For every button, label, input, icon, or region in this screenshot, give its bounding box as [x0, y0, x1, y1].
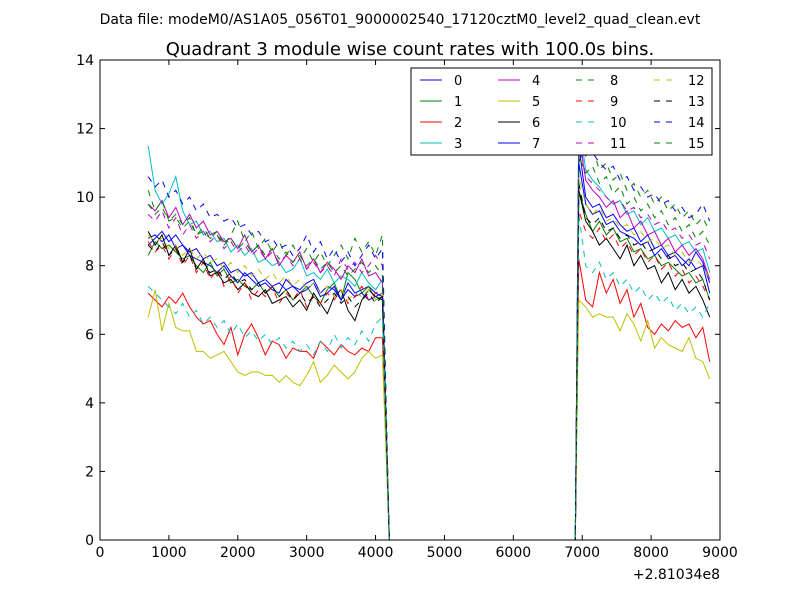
legend-label-8: 8	[610, 74, 618, 89]
legend-label-3: 3	[454, 137, 462, 152]
series-line-2	[147, 258, 711, 540]
series-line-6	[147, 190, 711, 540]
series-lines	[147, 121, 711, 540]
x-tick-label: 6000	[496, 545, 532, 561]
series-line-14	[147, 141, 711, 540]
plot-area-frame	[99, 59, 721, 541]
x-tick-label: 5000	[427, 545, 463, 561]
series-line-4	[147, 135, 711, 540]
legend-label-0: 0	[454, 74, 462, 89]
x-tick-label: 9000	[702, 545, 738, 561]
x-tick-label: 4000	[358, 545, 394, 561]
legend-label-7: 7	[532, 137, 540, 152]
y-tick-label: 4	[85, 396, 94, 412]
legend-label-10: 10	[610, 116, 627, 131]
y-tick-label: 6	[85, 327, 94, 343]
x-tick-label: 0	[96, 545, 105, 561]
series-line-7	[147, 162, 711, 540]
legend-frame	[410, 67, 713, 156]
legend-label-11: 11	[610, 137, 627, 152]
legend-label-9: 9	[610, 95, 618, 110]
x-tick-label: 3000	[289, 545, 325, 561]
legend-label-6: 6	[532, 116, 540, 131]
series-line-12	[147, 176, 711, 540]
y-tick-label: 2	[85, 464, 94, 480]
y-tick-label: 0	[85, 533, 94, 549]
x-tick-label: 1000	[151, 545, 187, 561]
x-tick-label: 8000	[633, 545, 669, 561]
series-line-13	[147, 183, 711, 540]
series-line-0	[147, 145, 711, 540]
chart-title: Quadrant 3 module wise count rates with …	[166, 39, 655, 60]
legend-label-14: 14	[688, 116, 705, 131]
legend-label-15: 15	[688, 137, 705, 152]
series-line-5	[147, 289, 711, 540]
series-line-15	[147, 155, 711, 540]
legend-label-5: 5	[532, 95, 540, 110]
y-tick-label: 10	[76, 190, 94, 206]
x-axis-ticks: 0 1000 2000 3000 4000 5000 6000 7000 8000 9000	[96, 60, 738, 561]
series-line-10	[147, 214, 711, 540]
x-axis-offset-label: +2.81034e8	[633, 567, 720, 583]
y-tick-label: 12	[76, 122, 94, 138]
legend-label-1: 1	[454, 95, 462, 110]
legend-label-2: 2	[454, 116, 462, 131]
legend-label-13: 13	[688, 95, 705, 110]
x-tick-label: 2000	[220, 545, 256, 561]
series-line-11	[147, 135, 711, 540]
legend-label-4: 4	[532, 74, 540, 89]
series-line-8	[147, 128, 711, 540]
y-tick-label: 14	[76, 53, 94, 69]
chart-suptitle: Data file: modeM0/AS1A05_056T01_90000025…	[100, 12, 701, 28]
x-tick-label: 7000	[564, 545, 600, 561]
series-line-1	[147, 190, 711, 540]
y-tick-label: 8	[85, 259, 94, 275]
legend-label-12: 12	[688, 74, 705, 89]
